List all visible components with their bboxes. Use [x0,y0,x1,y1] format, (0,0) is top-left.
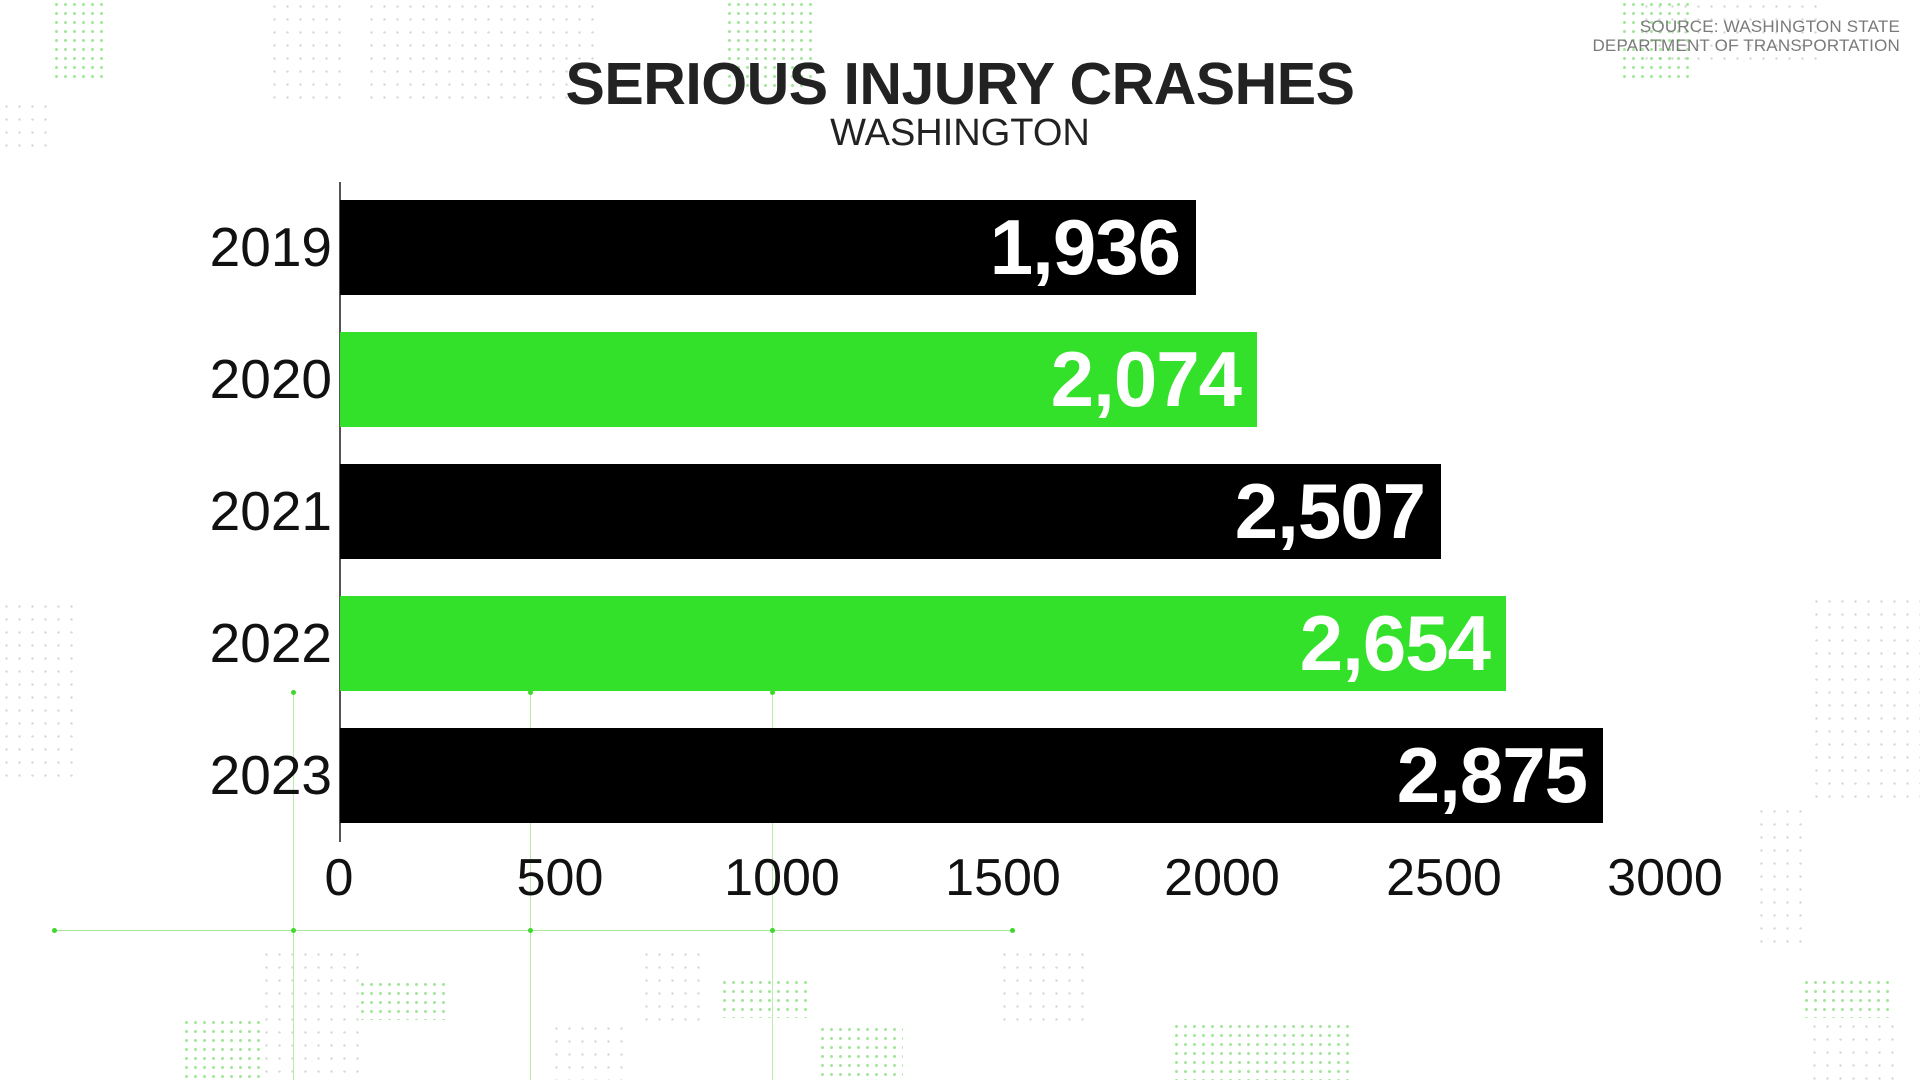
x-tick-3000: 3000 [1607,849,1723,907]
x-tick-500: 500 [516,849,604,907]
y-label-2023: 2023 [209,744,332,806]
x-tick-0: 0 [324,849,354,907]
decor-dot-grid [1808,1020,1898,1080]
y-label-2021: 2021 [209,480,332,542]
chart-title: SERIOUS INJURY CRASHES [565,51,1355,117]
decor-guide-line [293,692,294,1080]
decor-dot-grid [1640,0,1820,60]
y-label-2020: 2020 [209,348,332,410]
bar-value-label: 2,074 [1050,335,1242,423]
y-label-2022: 2022 [209,612,332,674]
decor-guide-line [530,692,531,1080]
bar-value-label: 2,875 [1396,731,1588,819]
x-tick-1000: 1000 [724,849,840,907]
decor-dot-grid [0,600,80,780]
decor-green-dot-grid [1802,978,1892,1018]
decor-dot-grid [365,0,595,108]
bar-2021: 2,507 [340,464,1441,559]
decor-guide-dot [52,928,57,933]
x-tick-1500: 1500 [945,849,1061,907]
x-tick-2500: 2500 [1386,849,1502,907]
decor-green-dot-grid [1620,0,1690,80]
decor-green-dot-grid [1172,1022,1352,1080]
decor-guide-dot [291,928,296,933]
decor-dot-grid [640,948,710,1028]
decor-guide-dot [770,690,775,695]
decor-green-dot-grid [358,980,448,1020]
decor-dot-grid [1755,805,1805,945]
decor-green-dot-grid [818,1025,903,1080]
bar-value-label: 2,507 [1234,467,1426,555]
decor-green-dot-grid [182,1018,262,1080]
bar-2022: 2,654 [340,596,1506,691]
chart-subtitle: WASHINGTON [830,112,1090,154]
decor-guide-dot [528,928,533,933]
source-credit: SOURCE: WASHINGTON STATE DEPARTMENT OF T… [1592,17,1900,55]
decor-dot-grid [260,948,360,1080]
decor-dot-grid [550,1022,630,1080]
decor-guide-line [54,930,1012,931]
bar-2023: 2,875 [340,728,1603,823]
decor-dot-grid [0,100,52,150]
decor-dot-grid [1810,595,1920,805]
bar-2019: 1,936 [340,200,1196,295]
decor-guide-line [772,692,773,1080]
decor-green-dot-grid [52,0,106,84]
bar-value-label: 2,654 [1299,599,1491,687]
y-label-2019: 2019 [209,216,332,278]
x-tick-2000: 2000 [1164,849,1280,907]
decor-guide-dot [1010,928,1015,933]
decor-guide-dot [770,928,775,933]
decor-dot-grid [998,948,1088,1028]
bar-value-label: 1,936 [989,203,1181,291]
source-line-2: DEPARTMENT OF TRANSPORTATION [1592,36,1900,55]
decor-green-dot-grid [725,0,815,90]
decor-guide-dot [291,690,296,695]
decor-dot-grid [268,0,348,108]
source-line-1: SOURCE: WASHINGTON STATE [1639,17,1900,36]
decor-guide-dot [528,690,533,695]
bar-2020: 2,074 [340,332,1257,427]
decor-green-dot-grid [720,978,810,1018]
